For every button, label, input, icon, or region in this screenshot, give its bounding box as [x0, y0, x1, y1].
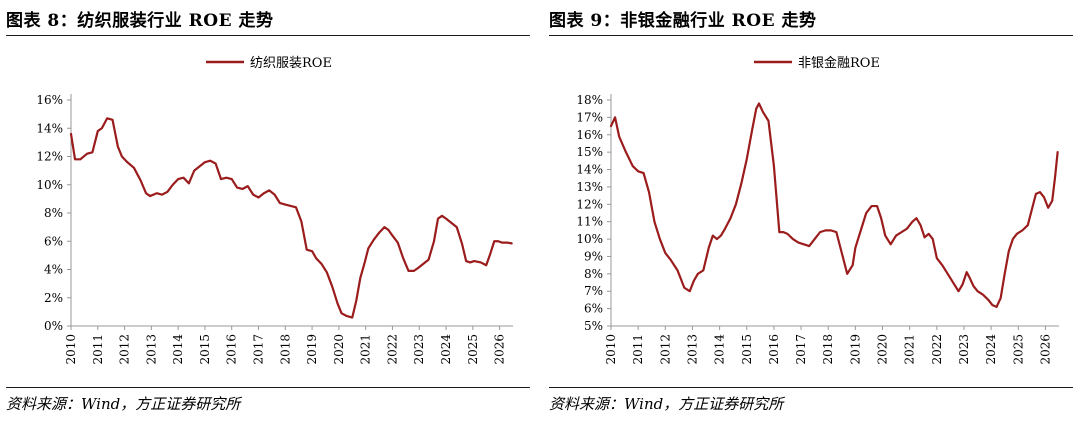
x-tick-label: 2021 [903, 334, 917, 365]
x-tick-label: 2017 [794, 334, 808, 365]
y-tick-label: 4% [44, 263, 63, 277]
x-tick-label: 2014 [713, 334, 727, 365]
x-tick-label: 2022 [930, 334, 944, 365]
line-chart-textile-roe: 纺织服装ROE 0% 2% 4% 6% 8% 10% 12% 14% 16% 2010 2011 201… [36, 56, 513, 365]
x-tick-label: 2010 [604, 334, 618, 365]
x-tick-label: 2016 [225, 334, 239, 365]
y-tick-label: 14% [576, 163, 603, 177]
x-tick-label: 2010 [64, 334, 78, 365]
y-tick-label: 16% [36, 93, 63, 107]
x-tick-label: 2025 [466, 334, 480, 365]
y-tick-label: 0% [44, 319, 63, 333]
x-tick-label: 2021 [359, 334, 373, 365]
x-tick-label: 2026 [493, 334, 507, 365]
y-tick-label: 2% [44, 291, 63, 305]
x-tick-label: 2011 [631, 334, 645, 365]
x-tick-label: 2011 [91, 334, 105, 365]
x-tick-label: 2012 [118, 334, 132, 365]
title-divider [6, 35, 530, 36]
chart-panel-nonbank-roe: 图表 9：非银金融行业 ROE 走势 非银金融ROE 5% 6% 7% 8% 9% 10% 1… [549, 0, 1079, 421]
y-tick-label: 17% [576, 110, 603, 124]
x-tick-label: 2022 [385, 334, 399, 365]
x-tick-label: 2026 [1038, 334, 1052, 365]
x-tick-label: 2013 [144, 334, 158, 365]
y-tick-label: 10% [36, 178, 63, 192]
source-note: 资料来源：Wind，方正证券研究所 [6, 395, 241, 413]
source-divider [6, 387, 530, 388]
y-tick-label: 8% [44, 206, 63, 220]
y-tick-label: 16% [576, 128, 603, 142]
y-tick-label: 12% [36, 150, 63, 164]
x-tick-label: 2018 [278, 334, 292, 365]
x-tick-label: 2020 [332, 334, 346, 365]
y-tick-label: 11% [576, 215, 603, 229]
figure-title: 图表 9：非银金融行业 ROE 走势 [549, 11, 817, 31]
y-tick-label: 13% [576, 180, 603, 194]
y-tick-label: 14% [36, 121, 63, 135]
y-tick-label: 18% [576, 93, 603, 107]
x-tick-label: 2020 [876, 334, 890, 365]
x-tick-label: 2015 [198, 334, 212, 365]
y-tick-label: 15% [576, 145, 603, 159]
chart-panel-textile-roe: 图表 8：纺织服装行业 ROE 走势 纺织服装ROE 0% 2% 4% 6% 8% 10% 1… [6, 0, 536, 421]
legend-label: 纺织服装ROE [250, 56, 332, 71]
y-tick-label: 9% [584, 249, 603, 263]
y-tick-label: 5% [584, 319, 603, 333]
x-tick-label: 2019 [305, 334, 319, 365]
x-tick-label: 2023 [957, 334, 971, 365]
x-tick-label: 2025 [1011, 334, 1025, 365]
x-tick-label: 2023 [412, 334, 426, 365]
x-tick-label: 2024 [439, 334, 453, 365]
x-tick-label: 2013 [685, 334, 699, 365]
series-line [609, 102, 1059, 308]
y-tick-label: 7% [584, 284, 603, 298]
source-note: 资料来源：Wind，方正证券研究所 [549, 395, 784, 413]
x-tick-label: 2016 [767, 334, 781, 365]
figure-title: 图表 8：纺织服装行业 ROE 走势 [6, 11, 274, 31]
x-tick-label: 2017 [252, 334, 266, 365]
source-divider [549, 387, 1073, 388]
title-divider [549, 35, 1073, 36]
legend-label: 非银金融ROE [798, 55, 880, 71]
x-tick-label: 2018 [821, 334, 835, 365]
y-tick-label: 8% [584, 267, 603, 281]
x-tick-label: 2012 [658, 334, 672, 365]
series-line [69, 117, 513, 319]
y-tick-label: 10% [576, 232, 603, 246]
y-tick-label: 6% [44, 234, 63, 248]
x-tick-label: 2019 [848, 334, 862, 365]
line-chart-nonbank-roe: 非银金融ROE 5% 6% 7% 8% 9% 10% 11% 12% 13% 14% 15% 16% 17… [576, 55, 1059, 365]
y-tick-label: 12% [576, 197, 603, 211]
x-tick-label: 2015 [740, 334, 754, 365]
x-tick-label: 2024 [984, 334, 998, 365]
x-tick-label: 2014 [171, 334, 185, 365]
y-tick-label: 6% [584, 302, 603, 316]
